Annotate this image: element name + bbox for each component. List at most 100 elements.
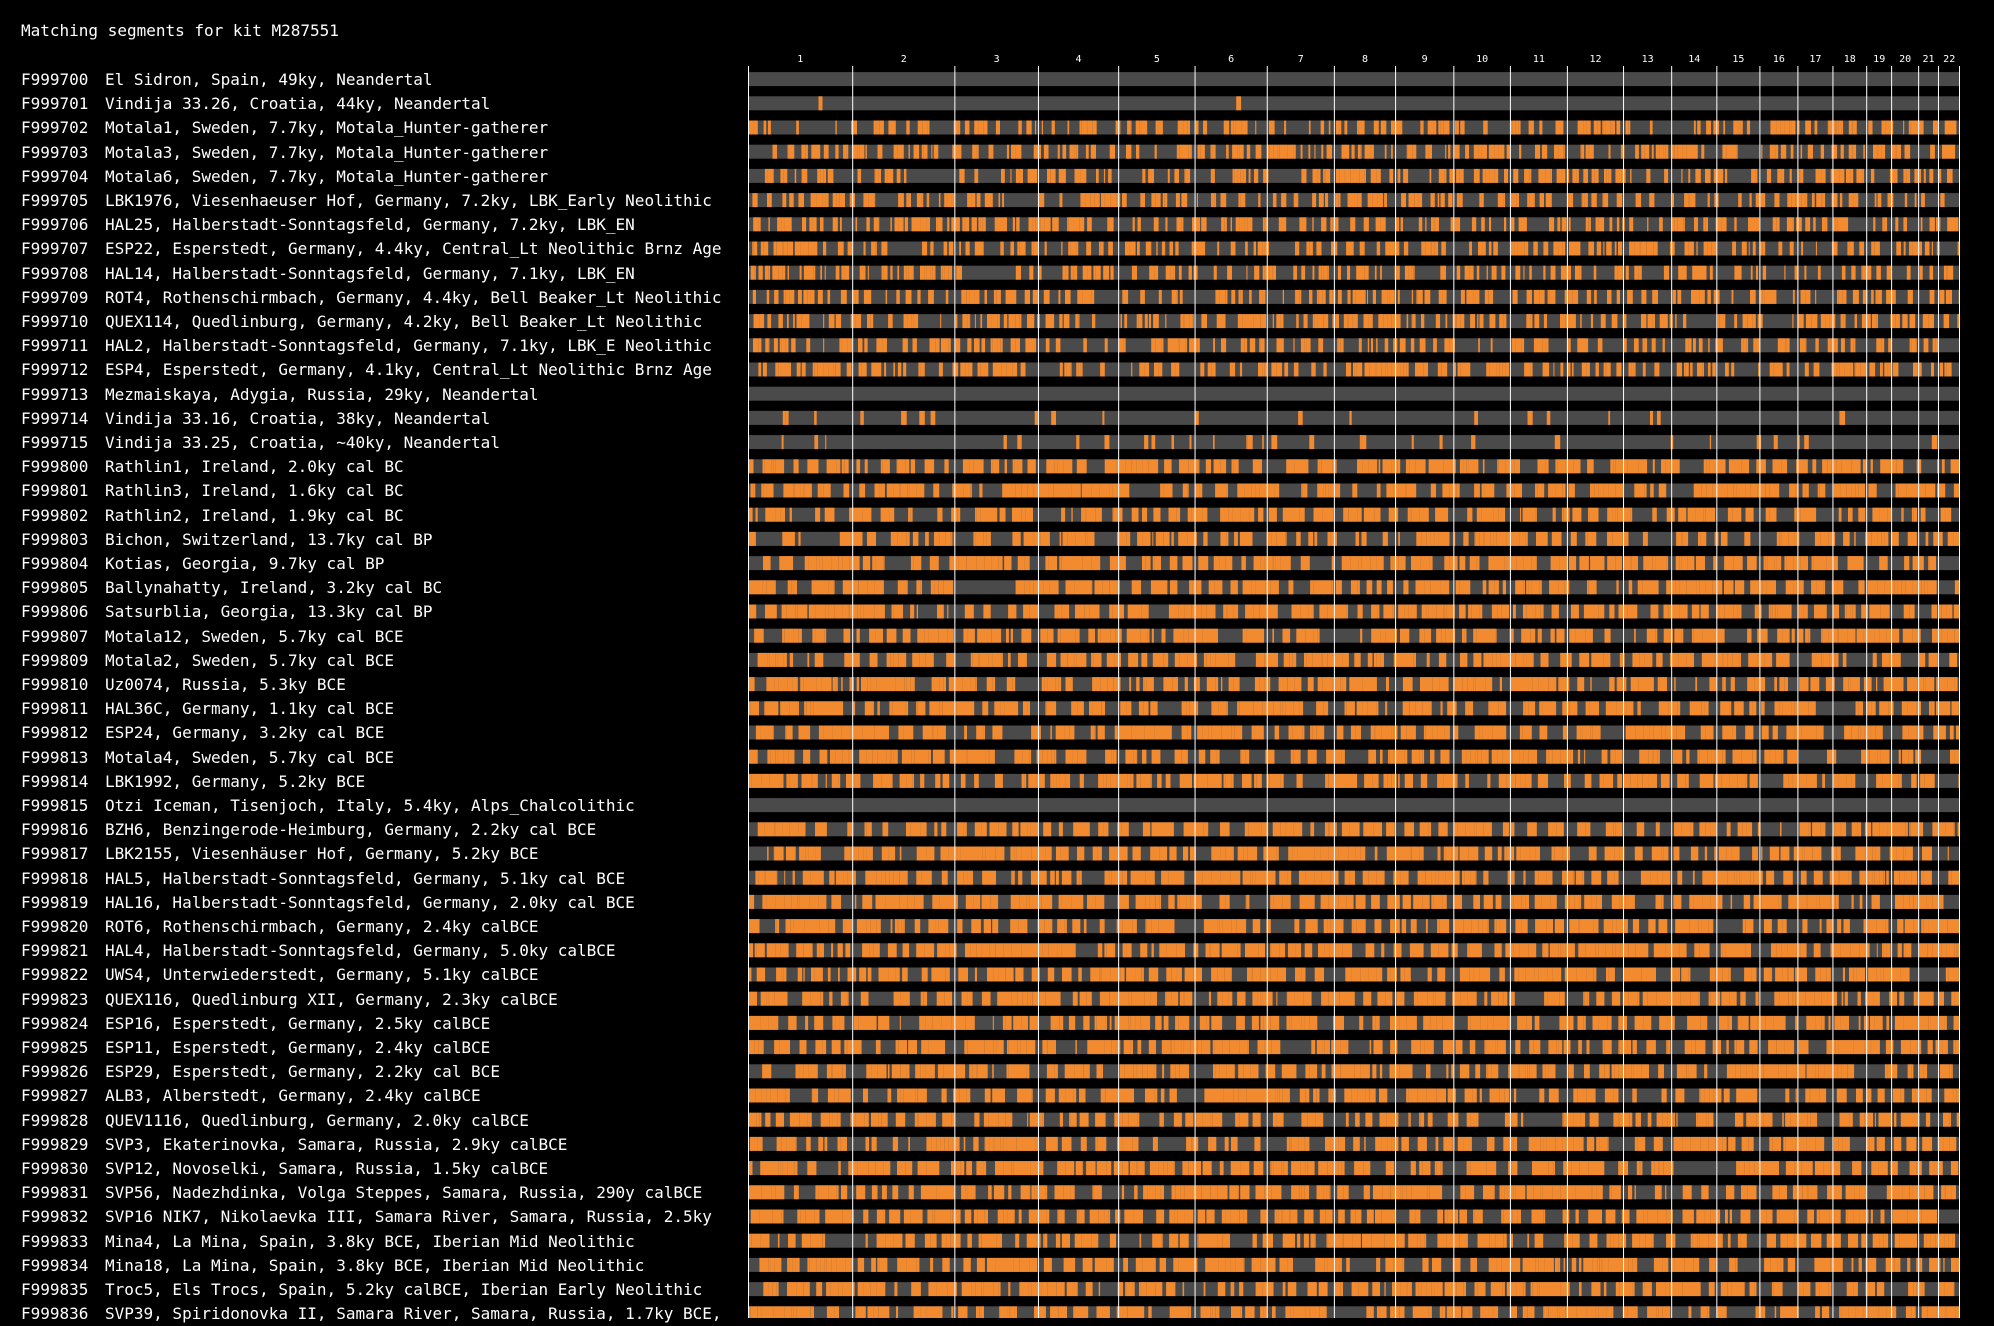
matching-segment xyxy=(1686,774,1689,788)
matching-segment xyxy=(1122,290,1128,304)
matching-segment xyxy=(841,266,845,280)
matching-segment xyxy=(1575,266,1579,280)
matching-segment xyxy=(1174,169,1179,183)
matching-segment xyxy=(1777,605,1783,619)
matching-segment xyxy=(1745,726,1753,740)
matching-segment xyxy=(1447,701,1456,715)
matching-segment xyxy=(1791,193,1795,207)
matching-segment xyxy=(1441,193,1443,207)
matching-segment xyxy=(1272,532,1277,546)
matching-segment xyxy=(1002,193,1004,207)
matching-segment xyxy=(1247,701,1251,715)
matching-segment xyxy=(864,242,866,256)
matching-segment xyxy=(1203,822,1208,836)
matching-segment xyxy=(898,580,908,594)
kit-description: SVP12, Novoselki, Samara, Russia, 1.5ky … xyxy=(105,1159,548,1178)
matching-segment xyxy=(1371,338,1373,352)
matching-segment xyxy=(1654,943,1658,957)
matching-segment xyxy=(749,532,756,546)
matching-segment xyxy=(1235,726,1242,740)
matching-segment xyxy=(1170,968,1172,982)
matching-segment xyxy=(1431,895,1433,909)
matching-segment xyxy=(1846,169,1850,183)
matching-segment xyxy=(1029,750,1031,764)
matching-segment xyxy=(1519,145,1521,159)
matching-segment xyxy=(1878,145,1881,159)
matching-segment xyxy=(1357,193,1361,207)
matching-segment xyxy=(1554,145,1559,159)
matching-segment xyxy=(1498,701,1506,715)
matching-segment xyxy=(1484,653,1493,667)
matching-segment xyxy=(1841,459,1845,473)
matching-segment xyxy=(946,943,950,957)
matching-segment xyxy=(1627,290,1633,304)
matching-segment xyxy=(1561,169,1565,183)
matching-segment xyxy=(1856,363,1861,377)
matching-segment xyxy=(793,314,795,328)
matching-segment xyxy=(1221,677,1222,691)
matching-segment xyxy=(916,580,919,594)
matching-segment xyxy=(778,774,784,788)
kit-track-background xyxy=(748,242,1960,256)
matching-segment xyxy=(768,338,769,352)
matching-segment xyxy=(966,242,970,256)
matching-segment xyxy=(1028,774,1036,788)
matching-segment xyxy=(1229,508,1233,522)
matching-segment xyxy=(816,629,825,643)
matching-segment xyxy=(1951,871,1960,885)
matching-segment xyxy=(1100,968,1101,982)
